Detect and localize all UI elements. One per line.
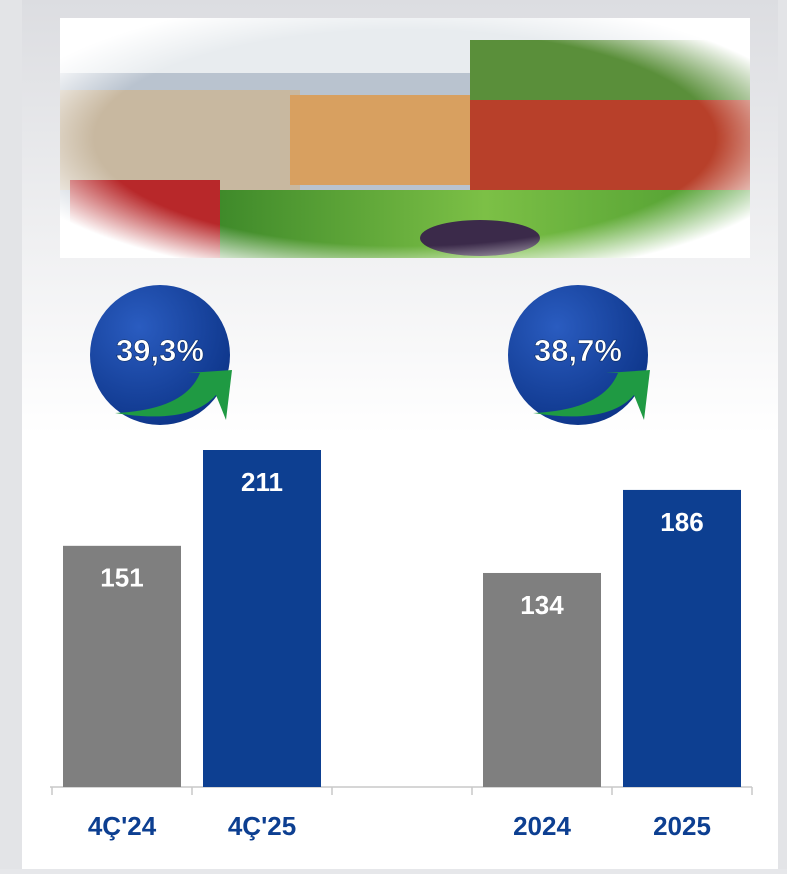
bar	[203, 450, 321, 787]
store-photo	[60, 18, 750, 258]
x-tick-label: 2025	[653, 811, 711, 841]
value-label: 186	[660, 507, 703, 537]
growth-label: 38,7%	[534, 333, 622, 368]
value-label: 134	[520, 590, 564, 620]
chart: 4Ç'24 151 4Ç'25 211 2024 134 2025 186 39,3% 38,7%	[0, 0, 787, 869]
value-label: 151	[100, 563, 143, 593]
x-tick-label: 2024	[513, 811, 571, 841]
x-tick-label: 4Ç'24	[88, 811, 157, 841]
value-label: 211	[241, 467, 283, 497]
growth-label: 39,3%	[116, 333, 204, 368]
x-tick-label: 4Ç'25	[228, 811, 296, 841]
